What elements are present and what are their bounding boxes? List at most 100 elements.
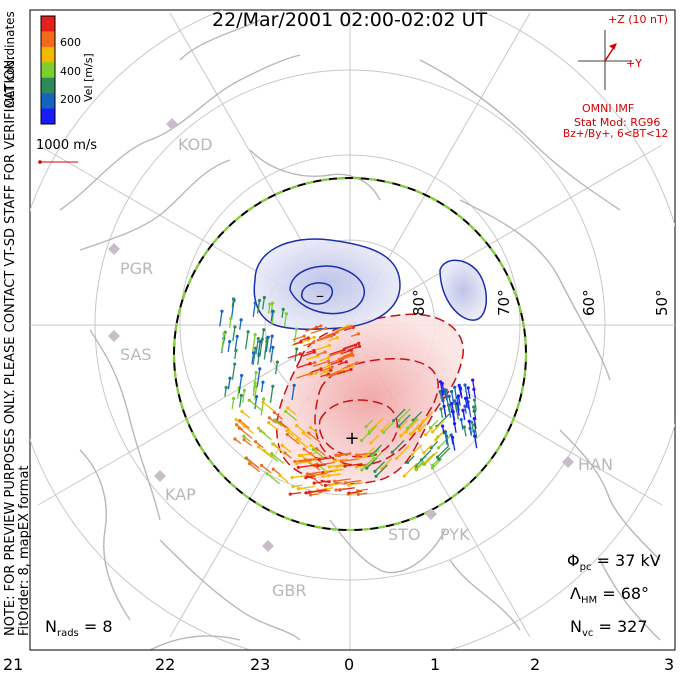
velocity-vector-origin: [461, 408, 465, 412]
velocity-vector: [473, 399, 477, 411]
velocity-vector: [265, 337, 269, 353]
velocity-vector: [285, 410, 297, 421]
velocity-vector: [458, 385, 462, 396]
velocity-vector-origin: [326, 356, 331, 360]
velocity-vector-origin: [306, 336, 310, 340]
velocity-vector: [328, 351, 343, 358]
velocity-vector-origin: [328, 483, 332, 487]
velocity-vector-origin: [451, 410, 455, 414]
velocity-vector-origin: [406, 460, 410, 465]
velocity-vector-origin: [247, 462, 252, 466]
velocity-vector: [335, 325, 352, 333]
velocity-vector: [239, 319, 242, 330]
velocity-vector-origin: [329, 368, 333, 372]
velocity-vector-origin: [422, 462, 426, 466]
velocity-vector-origin: [270, 334, 274, 338]
velocity-vector-origin: [305, 472, 309, 476]
velocity-vector: [336, 452, 352, 456]
velocity-vector-origin: [443, 388, 447, 392]
velocity-vector-origin: [347, 491, 351, 495]
velocity-vector: [287, 353, 301, 359]
lat-label-80: 80°: [410, 289, 428, 316]
velocity-vector: [288, 429, 302, 441]
velocity-vector-origin: [271, 309, 275, 313]
velocity-vector: [252, 372, 257, 391]
velocity-vector-origin: [240, 373, 244, 378]
velocity-vector-origin: [262, 397, 266, 401]
velocity-vector-origin: [437, 457, 441, 461]
velocity-vector-origin: [256, 336, 260, 341]
velocity-vector-origin: [262, 448, 266, 453]
velocity-vector-origin: [402, 474, 406, 478]
velocity-vector-origin: [356, 456, 360, 460]
potential-min-marker: –: [316, 286, 324, 305]
velocity-vector-origin: [470, 420, 474, 424]
velocity-vector-origin: [278, 473, 282, 478]
velocity-vector-origin: [265, 472, 269, 476]
velocity-vector-origin: [222, 332, 226, 336]
velocity-vector-origin: [238, 418, 242, 423]
velocity-vector-origin: [275, 360, 279, 364]
velocity-vector-origin: [431, 430, 435, 434]
velocity-vector: [358, 452, 374, 456]
velocity-vector-origin: [298, 352, 302, 356]
velocity-vector: [296, 461, 307, 465]
velocity-vector-origin: [329, 334, 333, 338]
velocity-vector: [298, 485, 315, 490]
velocity-vector-origin: [242, 434, 246, 438]
map-title: 22/Mar/2001 02:00-02:02 UT: [212, 9, 488, 31]
velocity-vector-origin: [308, 361, 312, 366]
velocity-vector-origin: [365, 466, 369, 470]
velocity-vector-origin: [271, 467, 275, 471]
velocity-vector: [248, 399, 263, 412]
velocity-vector: [290, 491, 302, 495]
velocity-vector-origin: [285, 432, 289, 437]
velocity-vector: [287, 407, 297, 415]
velocity-vector: [430, 419, 439, 429]
velocity-vector-origin: [255, 394, 259, 399]
velocity-vector-origin: [270, 301, 275, 305]
velocity-vector: [292, 335, 305, 341]
velocity-vector-origin: [271, 345, 275, 349]
velocity-vector-origin: [332, 479, 337, 483]
velocity-vector: [227, 341, 231, 352]
velocity-vector-origin: [373, 457, 377, 461]
mlt-tick-23: 23: [250, 655, 271, 674]
velocity-vector: [444, 389, 448, 401]
velocity-vector-origin: [235, 423, 239, 427]
velocity-vector: [347, 345, 360, 352]
velocity-vector: [316, 448, 326, 456]
velocity-vector-origin: [293, 459, 297, 464]
velocity-vector-origin: [286, 406, 290, 410]
velocity-vector: [312, 449, 325, 459]
velocity-vector: [371, 444, 383, 456]
velocity-vector-origin: [373, 469, 377, 473]
velocity-vector-origin: [323, 350, 327, 354]
velocity-vector-origin: [220, 309, 224, 313]
velocity-vector: [316, 335, 328, 341]
velocity-vector: [446, 396, 450, 413]
imf-source: OMNI IMF: [582, 102, 635, 115]
velocity-vector: [463, 426, 467, 437]
velocity-vector: [296, 438, 309, 449]
velocity-vector-origin: [302, 447, 306, 451]
velocity-vector: [256, 368, 261, 387]
velocity-vector: [346, 362, 358, 367]
velocity-vector: [269, 336, 273, 353]
velocity-vector-origin: [304, 476, 308, 480]
velocity-vector-origin: [284, 312, 289, 316]
velocity-vector: [436, 445, 449, 458]
velocity-vector-origin: [349, 367, 353, 372]
velocity-vector-origin: [266, 335, 270, 339]
lat-label-60: 60°: [580, 289, 598, 316]
velocity-vector-origin: [315, 354, 319, 358]
velocity-vector-origin: [410, 452, 414, 456]
velocity-vector-origin: [422, 451, 426, 455]
velocity-vector-origin: [242, 424, 247, 428]
velocity-vector: [370, 417, 384, 432]
velocity-vector-origin: [268, 302, 272, 306]
velocity-vector-origin: [343, 464, 347, 468]
velocity-vector: [309, 475, 324, 487]
velocity-vector-origin: [370, 454, 375, 458]
velocity-vector: [252, 302, 256, 317]
